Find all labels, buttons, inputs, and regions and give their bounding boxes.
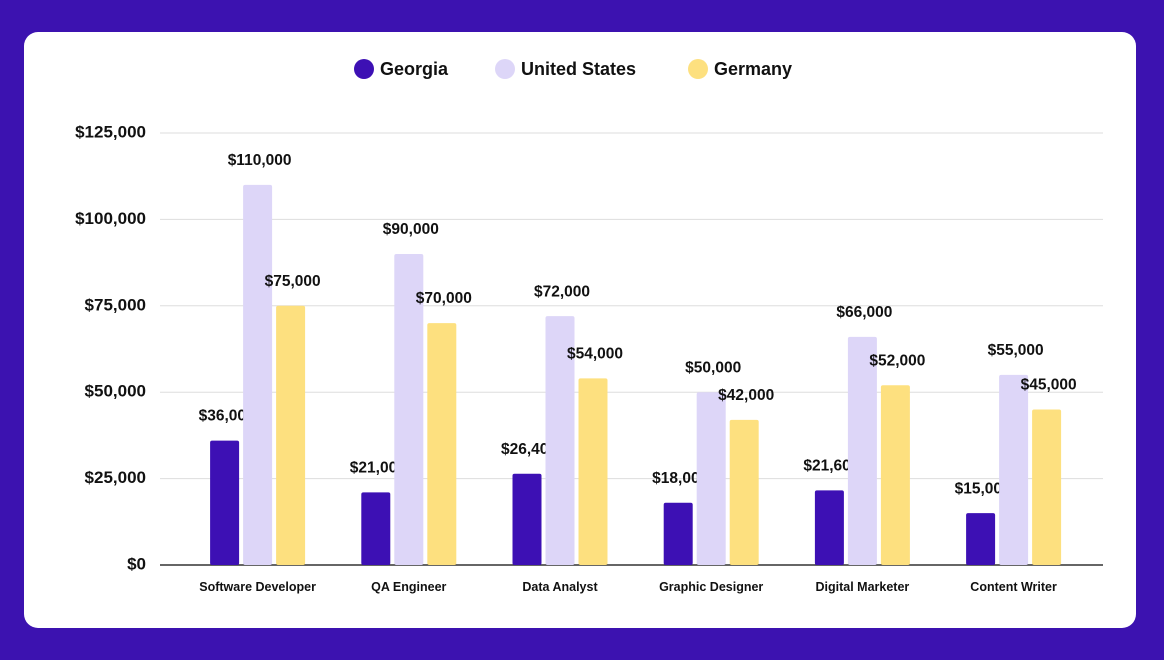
value-label: $55,000 — [988, 342, 1044, 359]
bar — [696, 392, 726, 565]
bar — [361, 492, 391, 565]
y-tick-label: $25,000 — [85, 468, 146, 487]
bar — [427, 323, 457, 565]
legend-label: United States — [521, 59, 636, 79]
bar — [394, 253, 424, 565]
value-label: $54,000 — [567, 345, 623, 362]
legend-swatch — [354, 59, 374, 79]
legend-label: Georgia — [380, 59, 449, 79]
bar — [545, 316, 575, 565]
bar — [578, 378, 608, 565]
value-label: $70,000 — [416, 290, 472, 307]
value-label: $42,000 — [718, 387, 774, 404]
legend-swatch — [688, 59, 708, 79]
bar — [210, 440, 240, 565]
value-label: $21,600 — [803, 457, 859, 474]
value-label: $50,000 — [685, 359, 741, 376]
bar — [243, 184, 273, 565]
x-tick-label: Content Writer — [970, 580, 1057, 594]
value-label: $110,000 — [228, 152, 292, 169]
bar — [276, 305, 306, 565]
y-tick-label: $100,000 — [75, 209, 146, 228]
y-tick-label: $0 — [127, 554, 146, 573]
y-tick-label: $50,000 — [85, 382, 146, 401]
x-tick-label: Data Analyst — [522, 580, 598, 594]
x-tick-label: Graphic Designer — [659, 580, 764, 594]
bar — [729, 419, 759, 565]
value-label: $66,000 — [836, 304, 892, 321]
bar — [847, 336, 877, 565]
value-label: $90,000 — [383, 221, 439, 238]
value-label: $15,000 — [955, 480, 1011, 497]
bar — [663, 502, 693, 565]
y-tick-label: $125,000 — [75, 122, 146, 141]
bar — [880, 385, 910, 565]
bar — [966, 513, 996, 565]
value-label: $45,000 — [1021, 377, 1077, 394]
legend-label: Germany — [714, 59, 792, 79]
legend-swatch — [495, 59, 515, 79]
bar — [1032, 409, 1062, 565]
x-tick-label: QA Engineer — [371, 580, 447, 594]
value-label: $26,400 — [501, 441, 557, 458]
value-label: $18,000 — [652, 470, 708, 487]
bar — [999, 374, 1029, 565]
bar — [512, 473, 542, 565]
value-label: $75,000 — [265, 273, 321, 290]
x-tick-label: Digital Marketer — [815, 580, 910, 594]
value-label: $21,000 — [350, 460, 406, 477]
value-label: $52,000 — [869, 352, 925, 369]
x-tick-label: Software Developer — [199, 580, 316, 594]
value-label: $72,000 — [534, 283, 590, 300]
bar — [814, 490, 844, 565]
value-label: $36,000 — [199, 408, 255, 425]
y-tick-label: $75,000 — [85, 295, 146, 314]
